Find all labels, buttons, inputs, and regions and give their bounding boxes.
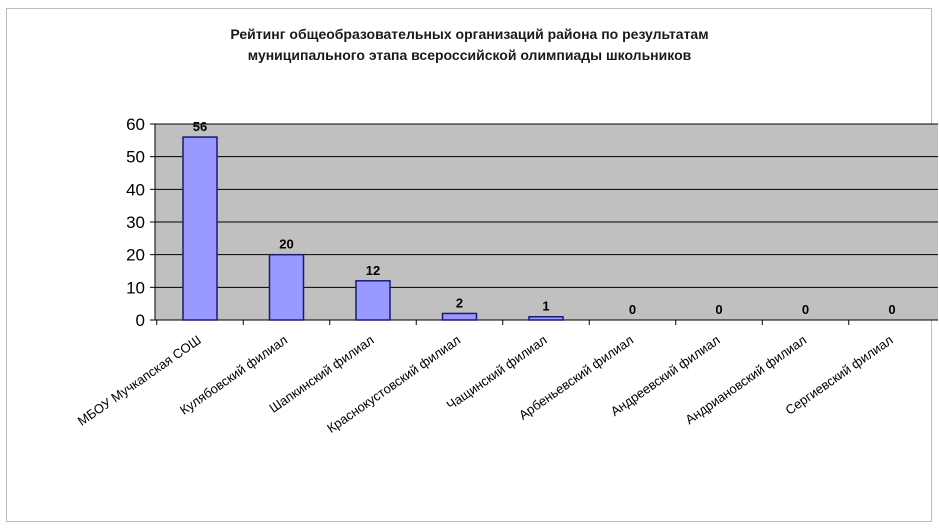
data-label: 12 xyxy=(366,263,380,278)
data-label: 1 xyxy=(542,299,549,314)
data-label: 0 xyxy=(629,302,636,317)
data-label: 0 xyxy=(715,302,722,317)
y-tick-label: 40 xyxy=(126,180,145,199)
bar xyxy=(441,312,478,321)
y-tick-label: 10 xyxy=(126,278,145,297)
y-tick-label: 30 xyxy=(126,213,145,232)
bar xyxy=(182,136,218,321)
y-tick-label: 50 xyxy=(126,148,145,167)
y-tick-label: 60 xyxy=(126,115,145,134)
bar xyxy=(355,280,391,321)
data-label: 56 xyxy=(193,119,207,134)
bar xyxy=(268,253,305,321)
data-label: 0 xyxy=(802,302,809,317)
chart-title-line-2: муниципального этапа всероссийской олимп… xyxy=(247,47,692,63)
data-label: 20 xyxy=(279,237,293,252)
bar xyxy=(528,315,564,321)
chart-title-line-1: Рейтинг общеобразовательных организаций … xyxy=(230,26,709,42)
chart-title: Рейтинг общеобразовательных организаций … xyxy=(0,24,939,66)
y-tick-label: 0 xyxy=(136,311,145,330)
y-tick-label: 20 xyxy=(126,246,145,265)
data-label: 2 xyxy=(456,295,463,310)
data-label: 0 xyxy=(888,302,895,317)
